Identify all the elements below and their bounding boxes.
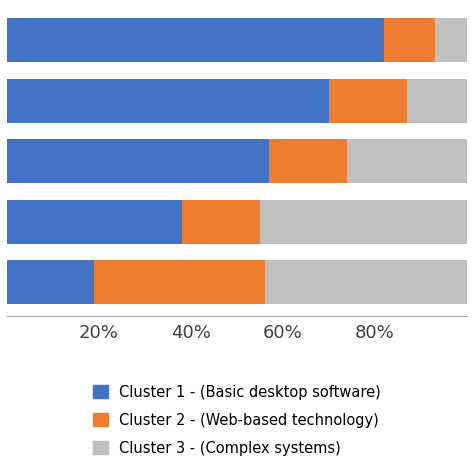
Bar xyxy=(269,139,347,183)
Bar xyxy=(7,79,329,122)
Bar xyxy=(329,79,407,122)
Bar xyxy=(94,260,264,304)
Bar xyxy=(7,18,384,62)
Bar xyxy=(182,200,260,244)
Bar xyxy=(260,200,467,244)
Bar xyxy=(7,260,94,304)
Bar xyxy=(7,200,182,244)
Bar xyxy=(264,260,467,304)
Bar xyxy=(384,18,435,62)
Legend: Cluster 1 - (Basic desktop software), Cluster 2 - (Web-based technology), Cluste: Cluster 1 - (Basic desktop software), Cl… xyxy=(93,384,381,456)
Bar xyxy=(435,18,467,62)
Bar xyxy=(7,139,269,183)
Bar xyxy=(407,79,467,122)
Bar xyxy=(347,139,467,183)
